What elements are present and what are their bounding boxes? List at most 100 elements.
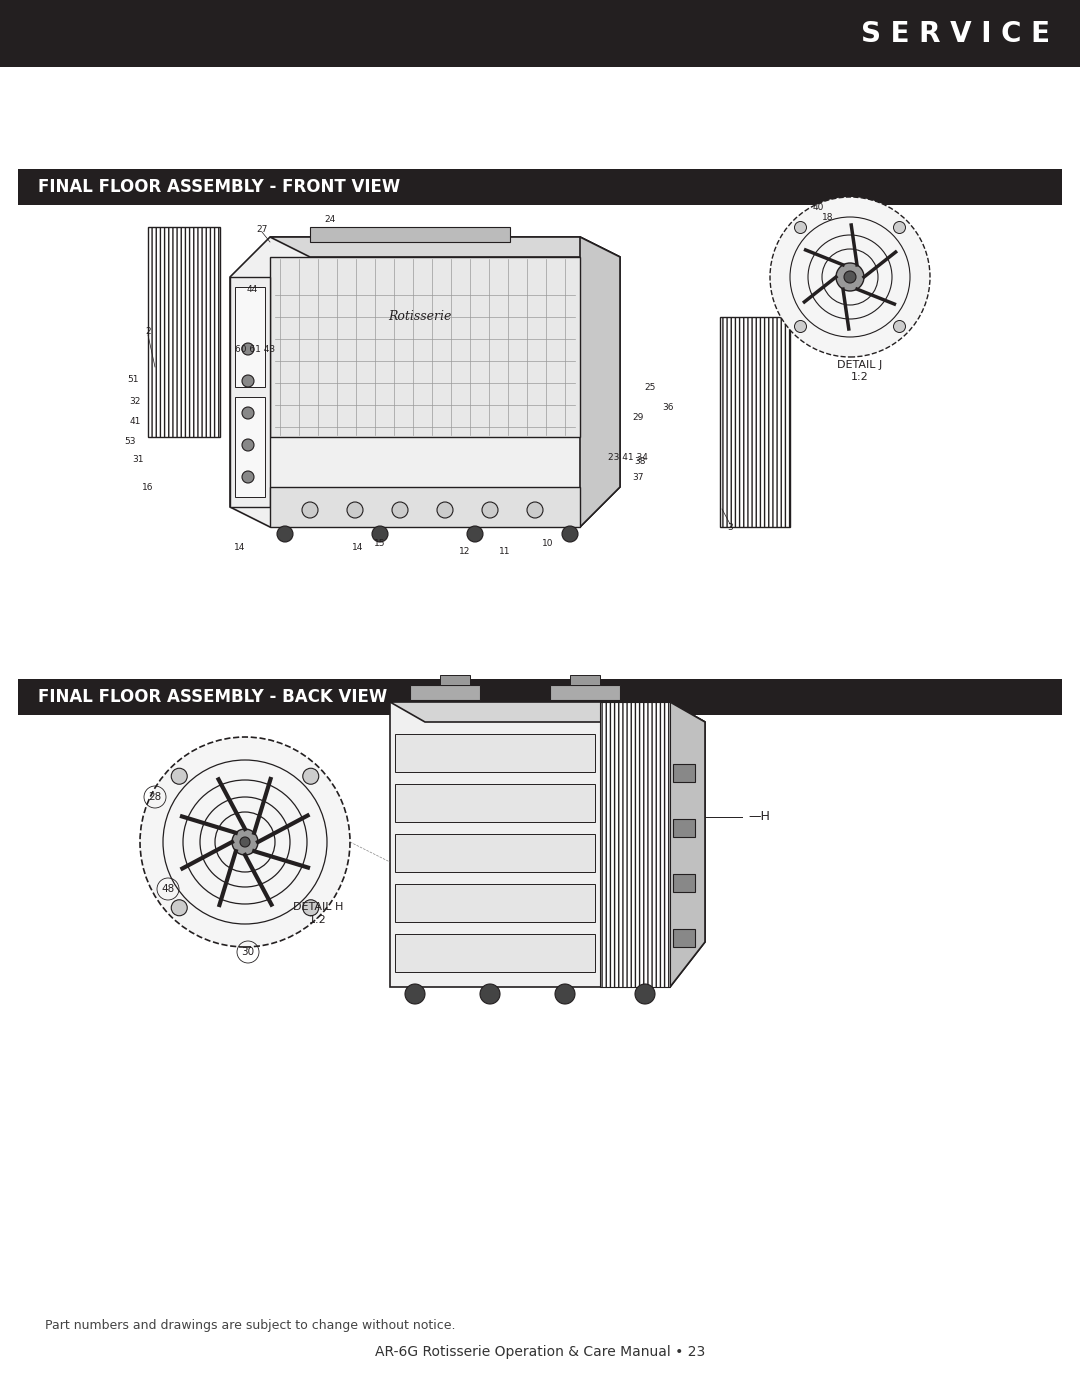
Bar <box>673 764 696 782</box>
Bar <box>235 286 265 387</box>
Polygon shape <box>148 226 220 437</box>
Circle shape <box>232 828 258 855</box>
Circle shape <box>635 983 654 1004</box>
Circle shape <box>843 271 856 284</box>
Text: 22 26: 22 26 <box>787 193 813 201</box>
Text: 27: 27 <box>256 225 268 233</box>
Circle shape <box>240 837 249 847</box>
Circle shape <box>437 502 453 518</box>
Polygon shape <box>230 237 620 527</box>
Circle shape <box>242 407 254 419</box>
Bar <box>570 675 600 685</box>
Bar <box>395 884 595 922</box>
Circle shape <box>172 768 187 784</box>
Bar <box>18 169 1062 205</box>
Text: AR-6G Rotisserie Operation & Care Manual • 23: AR-6G Rotisserie Operation & Care Manual… <box>375 1345 705 1359</box>
Bar <box>235 397 265 497</box>
Circle shape <box>770 197 930 358</box>
Bar <box>270 257 580 437</box>
Circle shape <box>392 502 408 518</box>
Bar <box>550 685 620 700</box>
Circle shape <box>242 439 254 451</box>
Text: 15: 15 <box>375 539 386 549</box>
Text: 41: 41 <box>130 418 140 426</box>
Circle shape <box>893 320 905 332</box>
Bar <box>395 935 595 972</box>
Text: 11: 11 <box>499 548 511 556</box>
Text: 60 61 43: 60 61 43 <box>235 345 275 353</box>
Circle shape <box>140 738 350 947</box>
Text: 25: 25 <box>645 383 656 391</box>
Text: 29: 29 <box>632 412 644 422</box>
Circle shape <box>795 320 807 332</box>
Circle shape <box>405 983 426 1004</box>
Circle shape <box>372 527 388 542</box>
Text: 24: 24 <box>324 215 336 224</box>
Text: 48: 48 <box>161 884 175 894</box>
Text: 32: 32 <box>130 398 140 407</box>
Bar <box>395 834 595 872</box>
Circle shape <box>555 983 575 1004</box>
Polygon shape <box>600 703 670 988</box>
Text: DETAIL J: DETAIL J <box>837 360 882 370</box>
Circle shape <box>172 900 187 916</box>
Circle shape <box>480 983 500 1004</box>
Circle shape <box>276 527 293 542</box>
Text: 3: 3 <box>727 522 733 531</box>
Bar <box>395 784 595 821</box>
Text: 2: 2 <box>145 327 151 337</box>
Text: 42: 42 <box>782 179 794 189</box>
Bar <box>230 277 270 507</box>
Text: 30: 30 <box>242 947 255 957</box>
Text: S E R V I C E: S E R V I C E <box>861 20 1050 47</box>
Text: 51: 51 <box>127 374 138 384</box>
Text: 23 41 34: 23 41 34 <box>608 453 648 461</box>
Text: 36: 36 <box>662 402 674 412</box>
Bar <box>270 488 580 527</box>
Circle shape <box>482 502 498 518</box>
Polygon shape <box>720 317 789 527</box>
Text: 31: 31 <box>132 454 144 464</box>
Circle shape <box>795 222 807 233</box>
Text: 37: 37 <box>632 472 644 482</box>
Text: —H: —H <box>748 810 770 823</box>
Bar <box>310 226 510 242</box>
Circle shape <box>302 502 318 518</box>
Circle shape <box>242 374 254 387</box>
Text: Rotisserie: Rotisserie <box>389 310 451 324</box>
Text: 16: 16 <box>143 482 153 492</box>
Text: 12: 12 <box>459 548 471 556</box>
Polygon shape <box>270 237 620 257</box>
Text: 38: 38 <box>634 457 646 467</box>
Text: FINAL FLOOR ASSEMBLY - FRONT VIEW: FINAL FLOOR ASSEMBLY - FRONT VIEW <box>38 177 401 196</box>
Text: 1:2: 1:2 <box>309 915 327 925</box>
Text: Part numbers and drawings are subject to change without notice.: Part numbers and drawings are subject to… <box>45 1319 456 1331</box>
Circle shape <box>347 502 363 518</box>
Bar <box>673 929 696 947</box>
Text: DETAIL H: DETAIL H <box>293 902 343 912</box>
Bar <box>673 819 696 837</box>
Text: 28: 28 <box>148 792 162 802</box>
Text: 44: 44 <box>246 285 258 293</box>
Bar <box>0 0 1080 67</box>
Bar <box>410 685 480 700</box>
Circle shape <box>562 527 578 542</box>
Circle shape <box>302 768 319 784</box>
Circle shape <box>242 471 254 483</box>
Text: 18: 18 <box>822 212 834 222</box>
Circle shape <box>836 263 864 291</box>
Polygon shape <box>670 703 705 988</box>
Bar <box>18 679 1062 715</box>
Bar <box>673 875 696 893</box>
Polygon shape <box>390 703 705 988</box>
Circle shape <box>893 222 905 233</box>
Text: 40: 40 <box>812 203 824 211</box>
Circle shape <box>302 900 319 916</box>
Bar <box>395 733 595 773</box>
Text: 14: 14 <box>234 542 245 552</box>
Circle shape <box>467 527 483 542</box>
Text: 53: 53 <box>124 437 136 447</box>
Circle shape <box>527 502 543 518</box>
Polygon shape <box>580 237 620 527</box>
Text: FINAL FLOOR ASSEMBLY - BACK VIEW: FINAL FLOOR ASSEMBLY - BACK VIEW <box>38 687 388 705</box>
